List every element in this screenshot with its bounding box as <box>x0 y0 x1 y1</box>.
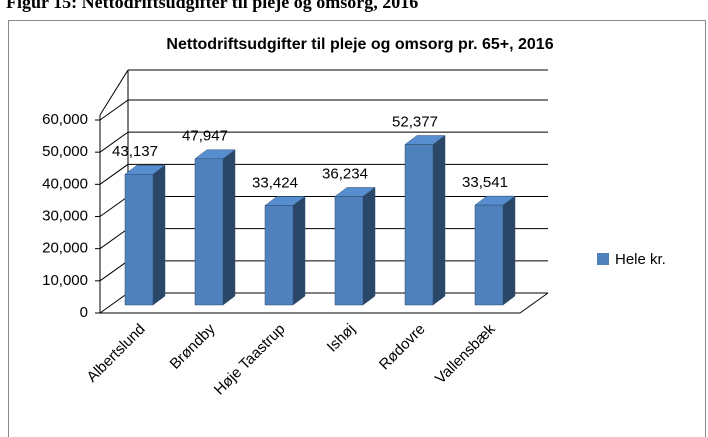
y-tick-label: 20,000 <box>42 240 88 257</box>
value-label: 43,137 <box>112 143 158 160</box>
bar-front <box>474 204 504 306</box>
y-tick-label: 50,000 <box>42 143 88 160</box>
bar <box>334 186 376 306</box>
bar-side <box>292 195 306 306</box>
y-tick-label: 40,000 <box>42 175 88 192</box>
grid-line <box>99 292 129 314</box>
grid-line <box>99 196 129 217</box>
bar <box>194 149 236 306</box>
legend-swatch <box>597 253 609 265</box>
bar-front <box>334 196 364 306</box>
floor-edge <box>519 292 549 314</box>
bar-side <box>222 149 236 306</box>
bar <box>404 135 446 306</box>
bar-front <box>264 205 294 306</box>
grid-line <box>99 131 129 153</box>
bar-side <box>432 135 446 306</box>
y-tick-label: 10,000 <box>42 272 88 289</box>
grid-line <box>99 99 129 121</box>
value-label: 33,424 <box>252 174 298 191</box>
x-tick-label: Ishøj <box>324 321 359 356</box>
legend-label: Hele kr. <box>615 251 666 268</box>
value-label: 33,541 <box>462 174 508 191</box>
bar-front <box>404 144 434 306</box>
y-tick-label: 60,000 <box>42 111 88 128</box>
figure-caption: Figur 15: Nettodriftsudgifter til pleje … <box>6 0 418 12</box>
x-tick-label: Vallensbæk <box>432 320 499 387</box>
grid-line <box>99 228 129 250</box>
x-tick-label: Brøndby <box>167 320 219 372</box>
bar-side <box>362 186 376 306</box>
floor-diag <box>99 69 129 116</box>
bar <box>474 195 516 306</box>
bar-side <box>152 164 166 306</box>
bar <box>264 195 306 306</box>
grid-line <box>99 260 129 282</box>
chart-title: Nettodriftsudgifter til pleje og omsorg … <box>166 36 553 53</box>
bar <box>124 164 166 306</box>
grid-line <box>99 163 129 185</box>
value-label: 47,947 <box>182 128 228 145</box>
bar-side <box>502 195 516 306</box>
bar-front <box>124 173 154 306</box>
x-tick-label: Rødovre <box>376 321 429 374</box>
value-label: 52,377 <box>392 113 438 130</box>
y-tick-label: 0 <box>80 304 88 321</box>
x-tick-label: Høje Taastrup <box>211 321 289 399</box>
bar-front <box>194 158 224 306</box>
value-label: 36,234 <box>322 165 368 182</box>
y-tick-label: 30,000 <box>42 207 88 224</box>
chart-border <box>8 20 706 437</box>
x-tick-label: Albertslund <box>84 321 149 386</box>
